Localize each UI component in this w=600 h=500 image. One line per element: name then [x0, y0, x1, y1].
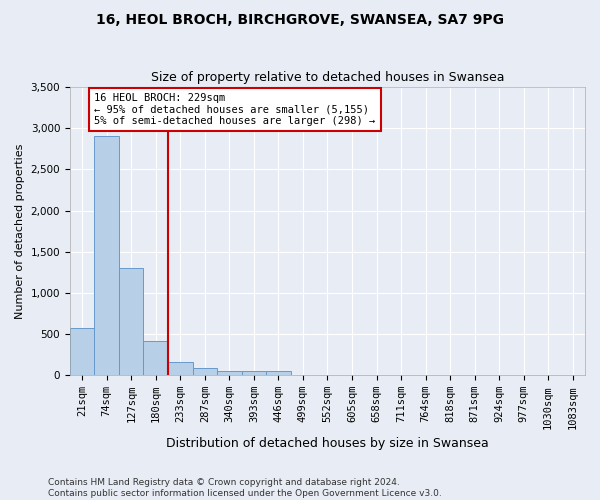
Text: 16 HEOL BROCH: 229sqm
← 95% of detached houses are smaller (5,155)
5% of semi-de: 16 HEOL BROCH: 229sqm ← 95% of detached … [94, 93, 376, 126]
Bar [266, 371, 290, 375]
Bar [242, 371, 266, 375]
Text: 16, HEOL BROCH, BIRCHGROVE, SWANSEA, SA7 9PG: 16, HEOL BROCH, BIRCHGROVE, SWANSEA, SA7… [96, 12, 504, 26]
Bar [168, 362, 193, 375]
Y-axis label: Number of detached properties: Number of detached properties [15, 144, 25, 319]
Title: Size of property relative to detached houses in Swansea: Size of property relative to detached ho… [151, 72, 504, 85]
Bar [143, 340, 168, 375]
Bar [70, 328, 94, 375]
Bar [119, 268, 143, 375]
Text: Contains HM Land Registry data © Crown copyright and database right 2024.
Contai: Contains HM Land Registry data © Crown c… [48, 478, 442, 498]
Bar [94, 136, 119, 375]
Bar [193, 368, 217, 375]
X-axis label: Distribution of detached houses by size in Swansea: Distribution of detached houses by size … [166, 437, 489, 450]
Bar [217, 370, 242, 375]
